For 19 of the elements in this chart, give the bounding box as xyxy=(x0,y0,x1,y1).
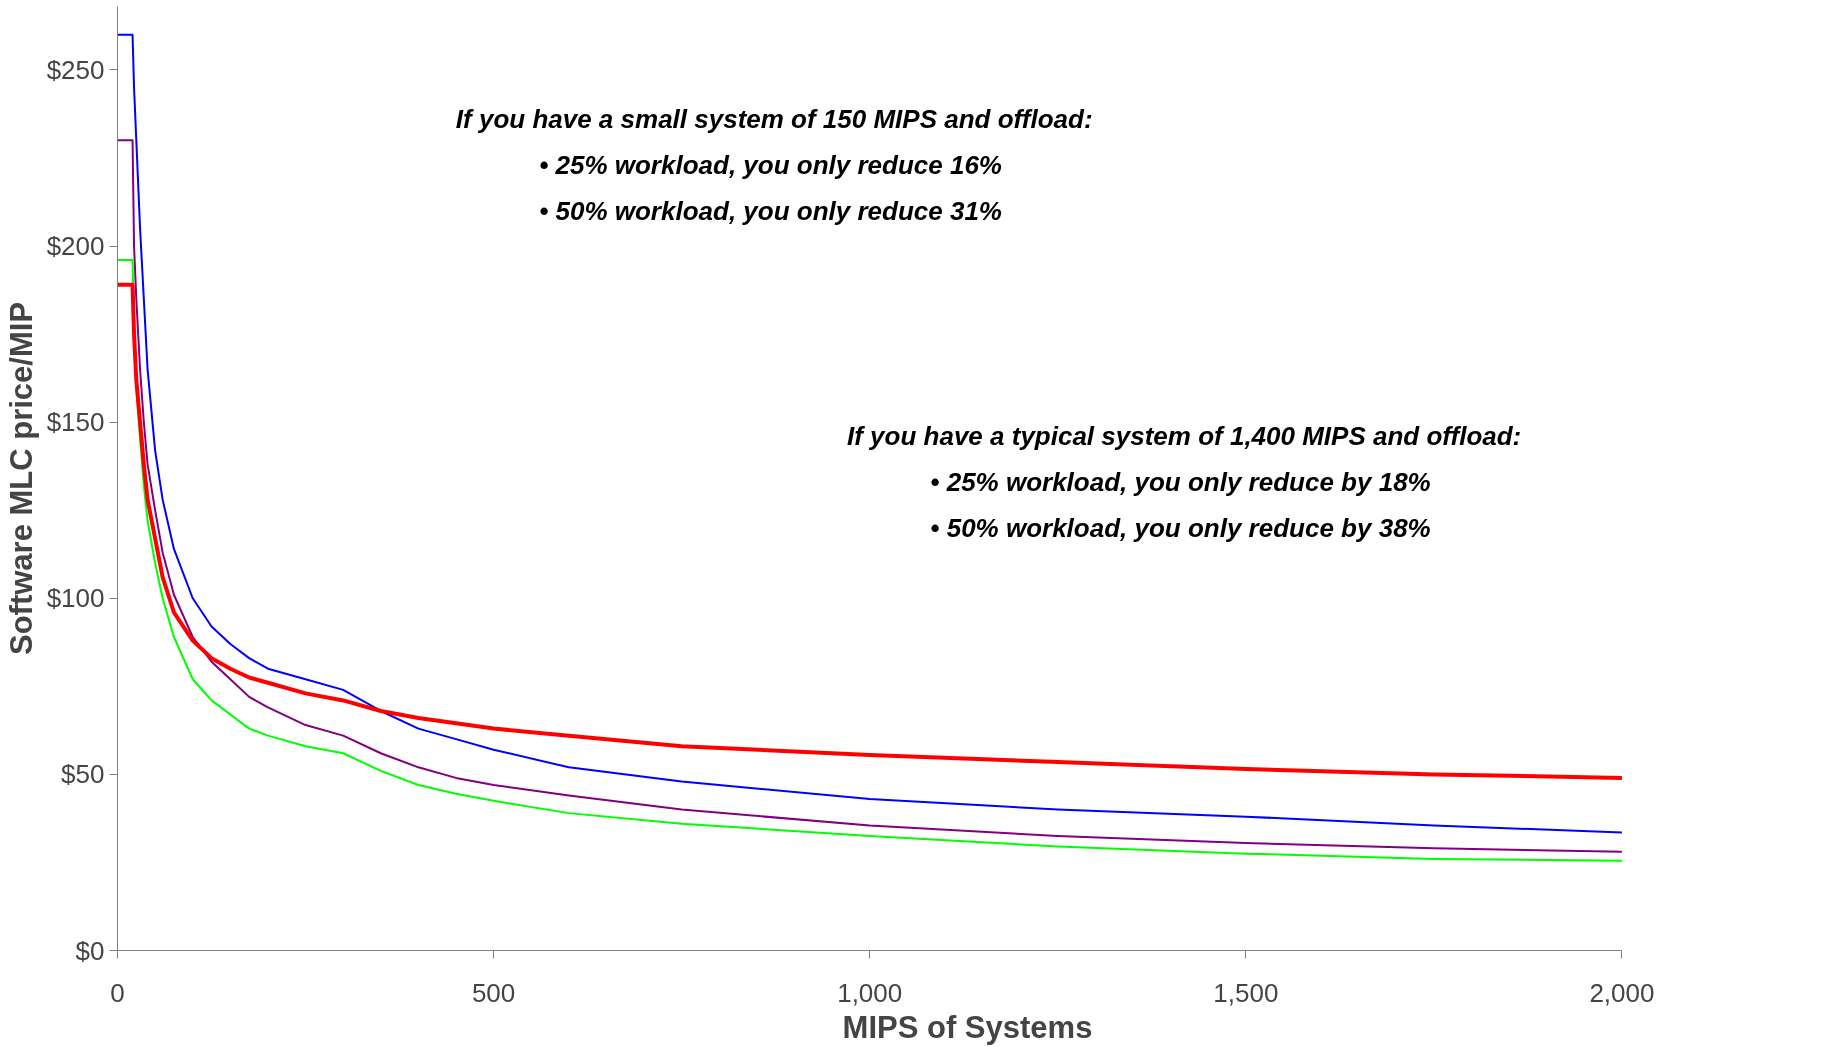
y-tick-label: $200 xyxy=(46,231,105,262)
line-series xyxy=(117,139,1623,853)
x-tick-label: 0 xyxy=(110,977,125,1008)
line-series xyxy=(117,282,1624,780)
x-tick-label: 1,500 xyxy=(1213,977,1279,1008)
x-tick-label: 2,000 xyxy=(1589,977,1655,1008)
y-axis-title: Software MLC price/MIP xyxy=(3,301,39,656)
line-series xyxy=(117,33,1623,834)
y-tick-label: $150 xyxy=(46,407,105,438)
y-tick-label: $50 xyxy=(61,759,105,790)
y-tick-label: $250 xyxy=(46,54,105,85)
y-tick-label: $100 xyxy=(46,583,105,614)
x-tick-label: 500 xyxy=(471,977,516,1008)
annotation: If you have a typical system of 1,400 MIPS and offload: • 25% workload, you only reduce by 18% • 50% workload, you only reduce by 38% xyxy=(847,421,1522,543)
annotation: If you have a small system of 150 MIPS and offload: • 25% workload, you only reduce 16% • 50% workload, you only reduce 31% xyxy=(455,104,1093,226)
line-series xyxy=(117,259,1623,862)
x-tick-label: 1,000 xyxy=(837,977,903,1008)
y-tick-label: $0 xyxy=(75,935,105,966)
x-axis-title: MIPS of Systems xyxy=(842,1009,1093,1045)
